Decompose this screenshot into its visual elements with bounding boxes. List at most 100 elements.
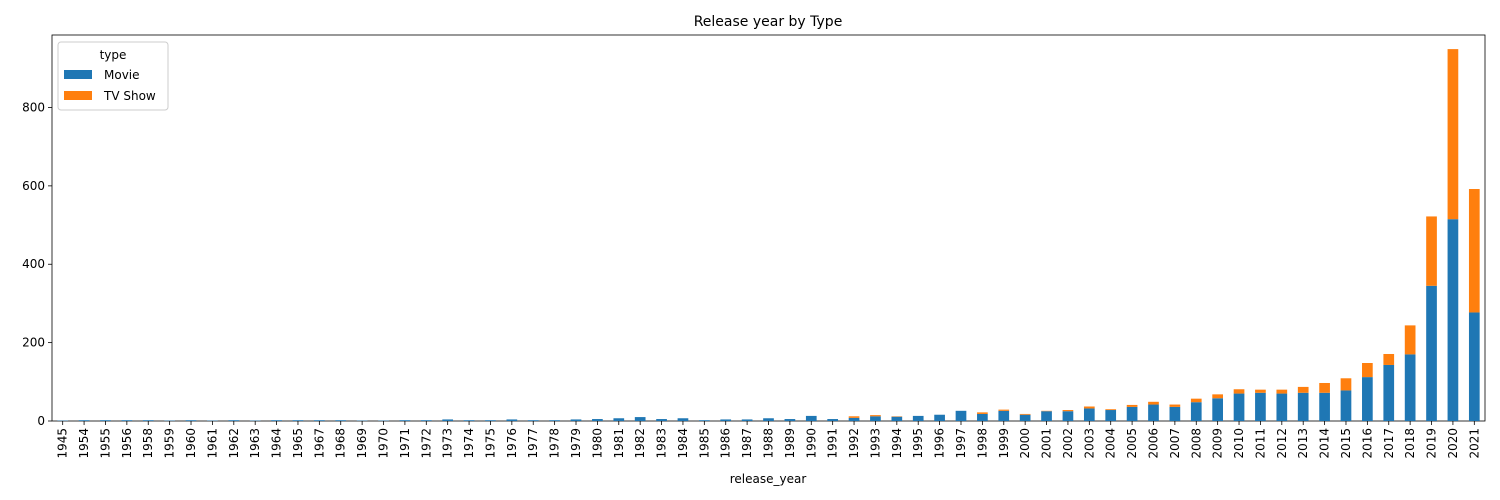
bar-movie-1982 [634, 417, 646, 421]
x-tick-label-1956: 1956 [120, 428, 134, 459]
bar-movie-1990 [805, 415, 817, 421]
bar-movie-2000 [1019, 414, 1031, 421]
bar-movie-1986 [720, 419, 732, 421]
bar-movie-1999 [998, 410, 1010, 421]
bar-movie-1972 [420, 420, 432, 421]
x-tick-label-2002: 2002 [1061, 428, 1075, 459]
x-tick-label-1967: 1967 [312, 428, 326, 459]
bar-movie-2018 [1404, 354, 1416, 421]
legend-label-tv-show: TV Show [103, 89, 156, 103]
x-tick-label-1954: 1954 [77, 428, 91, 459]
legend-swatch-tv-show [64, 91, 92, 100]
x-tick-label-2008: 2008 [1189, 428, 1203, 459]
x-tick-label-1981: 1981 [612, 428, 626, 459]
bar-movie-1976 [506, 419, 518, 421]
x-tick-label-1982: 1982 [633, 428, 647, 459]
x-tick-label-1945: 1945 [56, 428, 70, 459]
x-tick-label-1964: 1964 [270, 428, 284, 459]
x-tick-label-1959: 1959 [163, 428, 177, 459]
bar-movie-1996 [934, 414, 945, 421]
bar-movie-1978 [549, 420, 560, 421]
x-tick-label-1992: 1992 [847, 428, 861, 459]
bar-tv-show-2011 [1255, 389, 1266, 393]
x-tick-label-1955: 1955 [98, 428, 112, 459]
bar-movie-1979 [570, 419, 582, 421]
x-tick-label-1962: 1962 [227, 428, 241, 459]
x-tick-label-1990: 1990 [804, 428, 818, 459]
bar-movie-1991 [827, 419, 839, 421]
x-tick-label-1968: 1968 [334, 428, 348, 459]
bar-tv-show-2015 [1340, 378, 1352, 391]
x-tick-label-1999: 1999 [997, 428, 1011, 459]
bar-movie-2015 [1340, 390, 1352, 421]
bar-tv-show-2019 [1426, 216, 1437, 286]
bar-tv-show-2010 [1233, 389, 1245, 394]
bar-movie-1998 [977, 413, 988, 421]
x-tick-label-1984: 1984 [676, 428, 690, 459]
bar-movie-1988 [763, 418, 774, 421]
x-tick-label-1974: 1974 [462, 428, 476, 459]
x-tick-label-1971: 1971 [398, 428, 412, 459]
x-tick-label-1985: 1985 [697, 428, 711, 459]
bar-movie-1973 [442, 419, 454, 421]
x-tick-label-1998: 1998 [975, 428, 989, 459]
x-tick-label-2007: 2007 [1168, 428, 1182, 459]
y-tick-label-0: 0 [37, 414, 45, 428]
y-tick-label-600: 600 [22, 179, 45, 193]
x-tick-label-2000: 2000 [1018, 428, 1032, 459]
x-tick-label-2018: 2018 [1403, 428, 1417, 459]
plot-frame [51, 34, 1486, 422]
x-tick-label-1997: 1997 [954, 428, 968, 459]
x-tick-label-2021: 2021 [1467, 428, 1481, 459]
bar-movie-1985 [698, 420, 710, 421]
bar-tv-show-2003 [1083, 406, 1095, 409]
bar-movie-1994 [891, 416, 903, 421]
x-tick-label-1986: 1986 [719, 428, 733, 459]
x-tick-label-1995: 1995 [911, 428, 925, 459]
x-tick-label-1993: 1993 [868, 428, 882, 459]
bar-movie-2003 [1083, 408, 1095, 421]
x-tick-label-2012: 2012 [1275, 428, 1289, 459]
bar-tv-show-2002 [1062, 410, 1074, 412]
x-tick-label-1973: 1973 [441, 428, 455, 459]
bar-tv-show-2013 [1297, 386, 1309, 393]
x-tick-label-1977: 1977 [526, 428, 540, 459]
x-tick-label-1961: 1961 [205, 428, 219, 459]
bar-tv-show-2005 [1126, 404, 1138, 407]
bar-movie-2008 [1190, 402, 1202, 421]
bars [57, 49, 1480, 421]
x-tick-label-1965: 1965 [291, 428, 305, 459]
bar-movie-2007 [1169, 406, 1181, 421]
bar-tv-show-2008 [1190, 398, 1202, 403]
x-tick-label-1958: 1958 [141, 428, 155, 459]
bar-movie-1958 [142, 420, 154, 421]
x-tick-label-2004: 2004 [1104, 428, 1118, 459]
x-tick-label-2006: 2006 [1146, 428, 1160, 459]
bar-movie-2013 [1297, 392, 1309, 421]
y-tick-label-400: 400 [22, 257, 45, 271]
legend-title: type [100, 48, 127, 62]
x-tick-label-2003: 2003 [1082, 428, 1096, 459]
bar-movie-2019 [1426, 285, 1437, 421]
x-axis-label: release_year [730, 472, 807, 486]
x-tick-label-1991: 1991 [826, 428, 840, 459]
bar-movie-1987 [741, 419, 753, 421]
x-tick-label-1980: 1980 [590, 428, 604, 459]
bar-movie-1955 [100, 420, 111, 421]
x-tick-label-1972: 1972 [419, 428, 433, 459]
bar-movie-1967 [314, 420, 325, 421]
x-tick-label-1975: 1975 [483, 428, 497, 459]
bar-movie-2009 [1212, 398, 1223, 421]
bar-movie-2011 [1255, 392, 1266, 421]
plot-area [51, 34, 1486, 422]
bar-movie-1981 [613, 418, 625, 421]
bar-movie-1954 [78, 420, 90, 421]
x-tick-label-1960: 1960 [184, 428, 198, 459]
bar-movie-2004 [1105, 410, 1117, 421]
x-tick-label-2014: 2014 [1318, 428, 1332, 459]
bar-movie-2001 [1041, 411, 1052, 421]
x-tick-label-2016: 2016 [1360, 428, 1374, 459]
x-tick-label-2001: 2001 [1040, 428, 1054, 459]
bar-movie-1975 [485, 420, 496, 421]
